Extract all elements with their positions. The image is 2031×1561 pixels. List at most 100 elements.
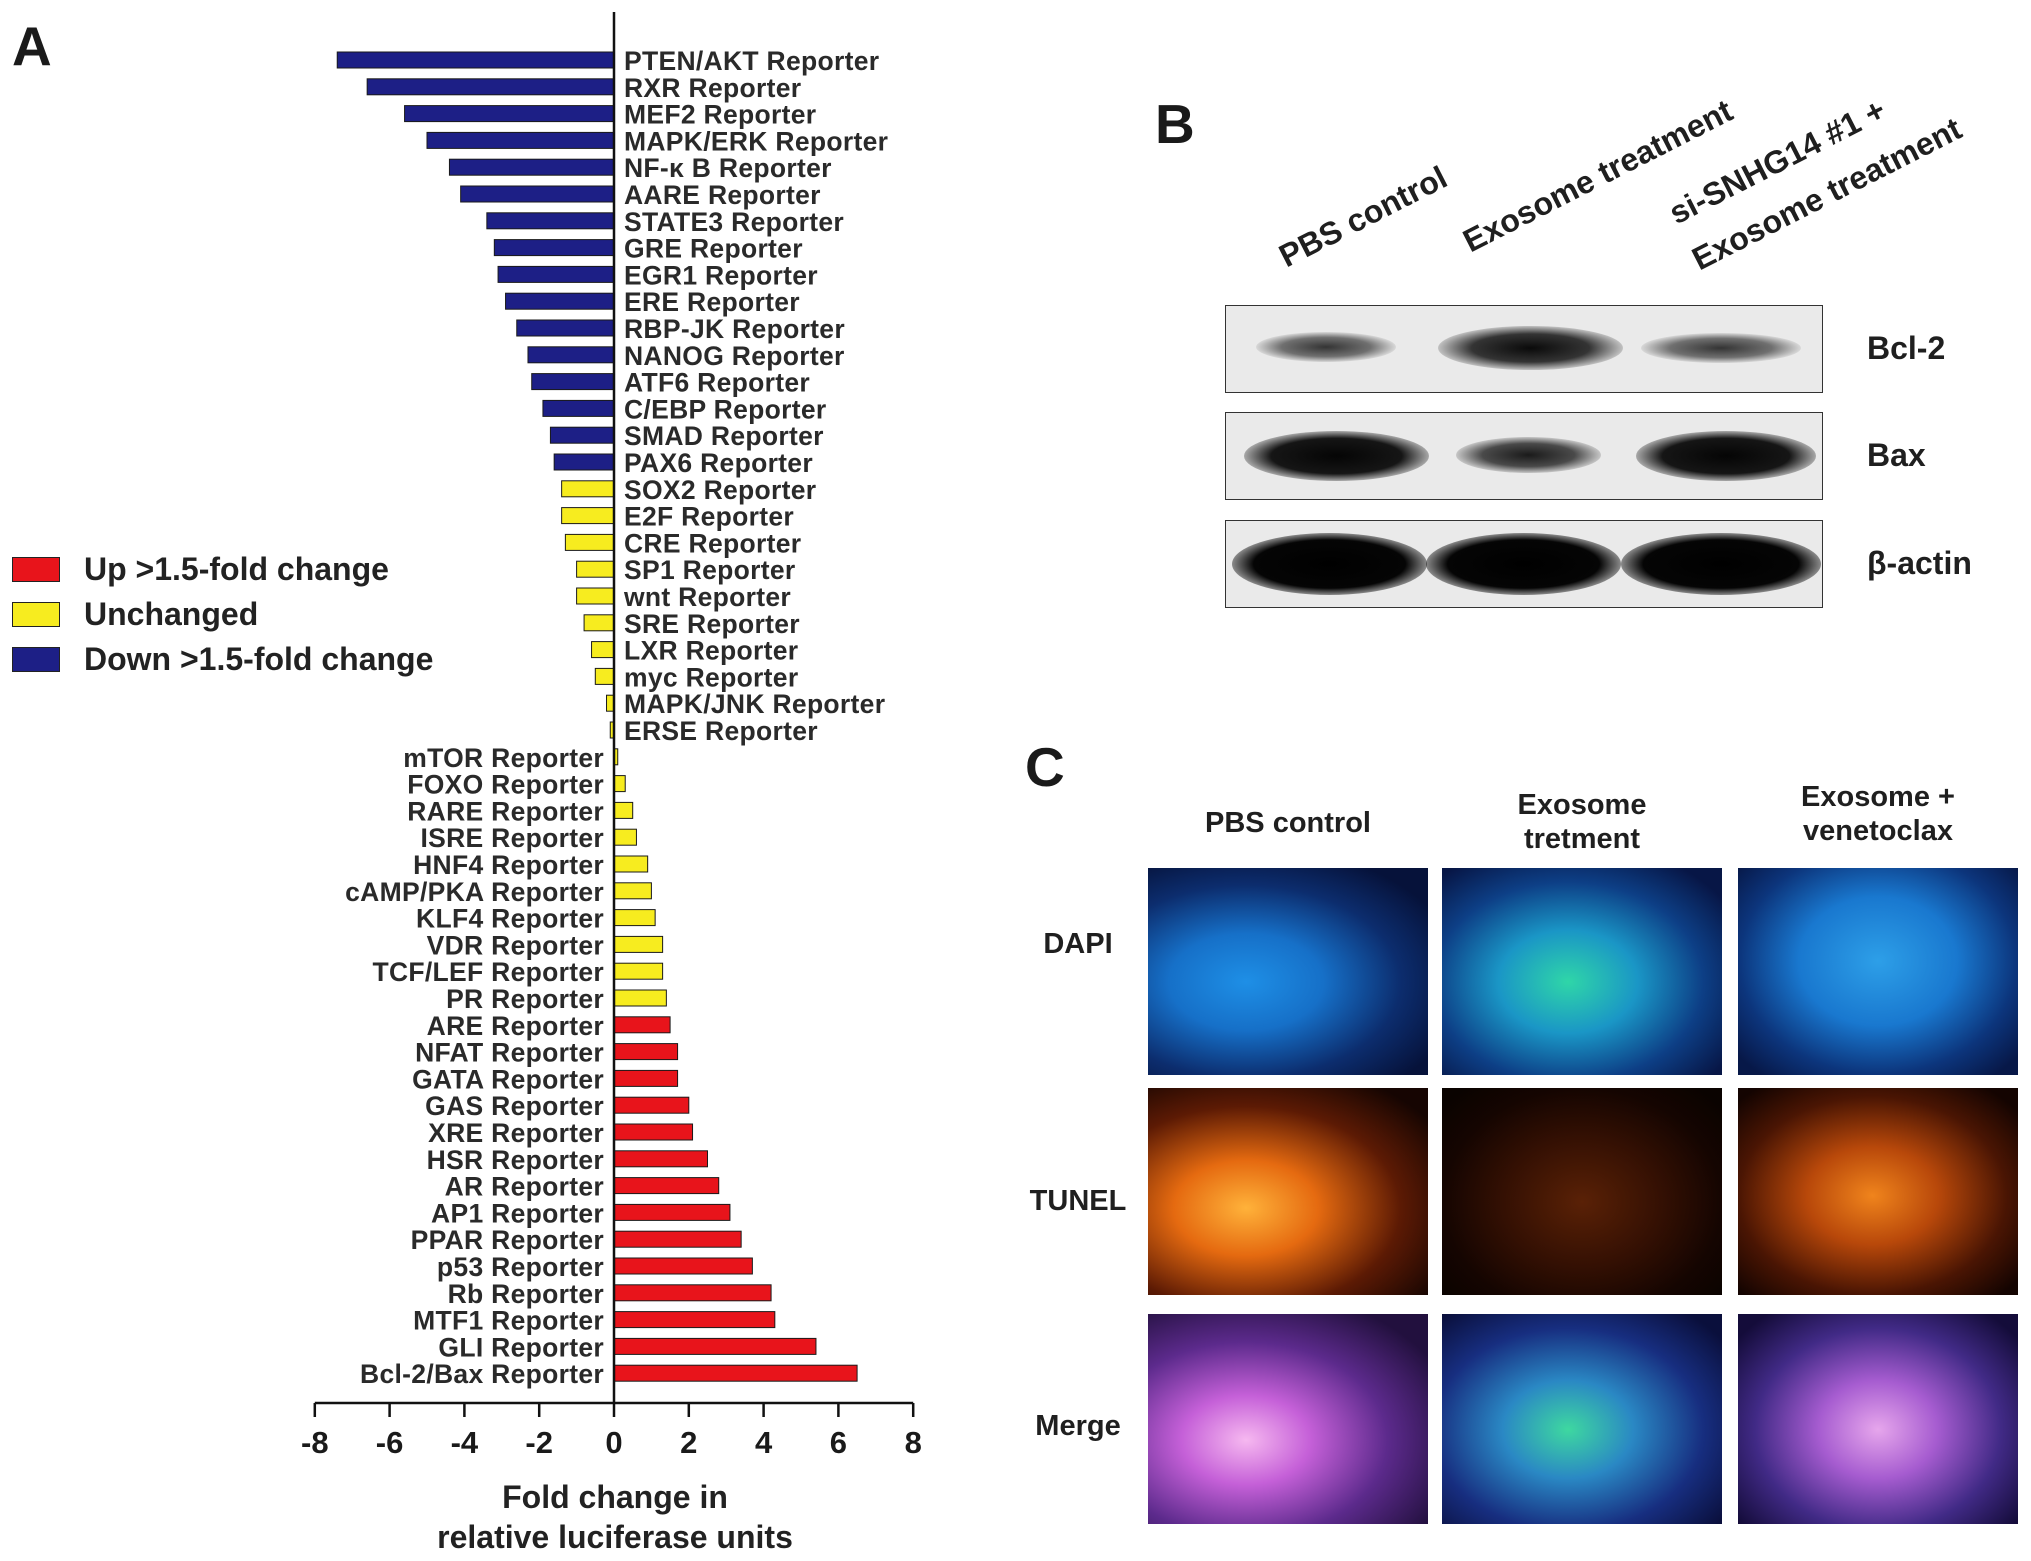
bar-42 (613, 1177, 720, 1195)
micro-row-label-tunel: TUNEL (1029, 1185, 1127, 1217)
bar-3 (426, 131, 615, 149)
blot-label-beta-actin: β-actin (1867, 545, 1972, 581)
category-label-3: MAPK/ERK Reporter (624, 126, 888, 156)
bar-36 (613, 1016, 671, 1034)
category-label-38: GATA Reporter (412, 1064, 604, 1094)
category-label-23: myc Reporter (624, 662, 798, 692)
category-label-45: p53 Reporter (437, 1252, 604, 1282)
micro-col-header-2-line1: Exosome (1517, 789, 1647, 821)
bar-34 (613, 962, 664, 980)
legend-label-down: Down >1.5-fold change (84, 641, 434, 677)
bar-22 (591, 641, 615, 659)
micro-dapi-venetoclax (1738, 868, 2018, 1075)
micro-col-header-3-line1: Exosome + (1801, 781, 1955, 813)
category-label-31: cAMP/PKA Reporter (345, 877, 604, 907)
category-label-26: mTOR Reporter (403, 743, 604, 773)
x-tick-label-2: -4 (451, 1425, 479, 1460)
legend-swatch-unchanged (12, 602, 60, 627)
category-label-41: HSR Reporter (427, 1145, 604, 1175)
category-label-46: Rb Reporter (448, 1279, 604, 1309)
category-label-5: AARE Reporter (624, 180, 821, 210)
blot-label-bax: Bax (1867, 437, 1926, 473)
bar-1 (366, 78, 615, 96)
x-tick-label-8: 8 (905, 1425, 922, 1460)
category-label-14: SMAD Reporter (624, 421, 824, 451)
bar-16 (561, 480, 615, 498)
bar-19 (576, 560, 615, 578)
x-tick-label-3: -2 (525, 1425, 553, 1460)
bar-21 (583, 614, 615, 632)
legend-label-unchanged: Unchanged (84, 596, 259, 632)
band-actin-lane3 (1621, 533, 1821, 595)
micro-col-header-2-line2: tretment (1523, 823, 1640, 855)
bar-23 (594, 667, 615, 685)
x-axis-title-line1: Fold change in (502, 1479, 728, 1515)
bar-40 (613, 1123, 694, 1141)
category-label-32: KLF4 Reporter (416, 904, 604, 934)
band-actin-lane2 (1426, 533, 1621, 595)
bar-44 (613, 1230, 742, 1248)
micro-col-header-1: PBS control (1148, 806, 1428, 840)
blot-row-bax (1225, 412, 1823, 500)
micro-col-header-3-line2: venetoclax (1803, 815, 1953, 847)
bar-2 (404, 105, 615, 123)
bar-0 (336, 51, 615, 69)
bar-45 (613, 1257, 753, 1275)
bar-49 (613, 1364, 858, 1382)
x-tick-label-5: 2 (680, 1425, 697, 1460)
micro-merge-exosome (1442, 1314, 1722, 1524)
micro-row-label-merge: Merge (1035, 1410, 1121, 1442)
category-label-29: ISRE Reporter (420, 823, 604, 853)
bar-43 (613, 1203, 731, 1221)
x-axis-title-line2: relative luciferase units (437, 1519, 793, 1555)
category-label-10: RBP-JK Reporter (624, 314, 845, 344)
bar-7 (493, 239, 615, 257)
category-label-9: ERE Reporter (624, 287, 800, 317)
x-tick-label-1: -6 (376, 1425, 404, 1460)
category-label-40: XRE Reporter (428, 1118, 604, 1148)
category-label-27: FOXO Reporter (407, 770, 604, 800)
band-bcl2-lane3 (1641, 333, 1801, 363)
bar-37 (613, 1043, 679, 1061)
category-label-39: GAS Reporter (425, 1091, 604, 1121)
bar-18 (564, 533, 615, 551)
category-label-1: RXR Reporter (624, 73, 801, 103)
bar-5 (460, 185, 615, 203)
bar-9 (505, 292, 615, 310)
bar-17 (561, 507, 615, 525)
category-label-4: NF-κ B Reporter (624, 153, 832, 183)
bar-20 (576, 587, 615, 605)
category-label-22: LXR Reporter (624, 636, 798, 666)
legend-item-unchanged: Unchanged (12, 592, 433, 637)
legend-swatch-down (12, 647, 60, 672)
category-label-2: MEF2 Reporter (624, 100, 816, 130)
bar-10 (516, 319, 615, 337)
bar-4 (448, 158, 615, 176)
lane-header-pbs-control: PBS control (1273, 158, 1453, 275)
category-label-0: PTEN/AKT Reporter (624, 46, 879, 76)
band-bax-lane3 (1636, 431, 1816, 481)
category-label-8: EGR1 Reporter (624, 260, 818, 290)
bar-46 (613, 1284, 772, 1302)
x-tick-label-0: -8 (301, 1425, 329, 1460)
lane-header-exosome-treatment: Exosome treatment (1457, 92, 1739, 260)
bar-12 (531, 373, 615, 391)
category-label-43: AP1 Reporter (431, 1198, 604, 1228)
category-label-25: ERSE Reporter (624, 716, 818, 746)
x-tick-label-4: 0 (605, 1425, 622, 1460)
category-label-11: NANOG Reporter (624, 341, 845, 371)
category-label-19: SP1 Reporter (624, 555, 796, 585)
bar-28 (613, 801, 634, 819)
x-tick-label-6: 4 (755, 1425, 773, 1460)
bar-14 (549, 426, 615, 444)
micro-col-header-3: Exosome + venetoclax (1738, 780, 2018, 848)
category-label-37: NFAT Reporter (415, 1038, 604, 1068)
category-label-33: VDR Reporter (427, 930, 604, 960)
category-label-42: AR Reporter (445, 1172, 604, 1202)
category-label-15: PAX6 Reporter (624, 448, 813, 478)
bar-48 (613, 1337, 817, 1355)
panel-label-c: C (1025, 736, 1065, 798)
category-label-16: SOX2 Reporter (624, 475, 816, 505)
chart-legend: Up >1.5-fold change Unchanged Down >1.5-… (12, 547, 433, 682)
